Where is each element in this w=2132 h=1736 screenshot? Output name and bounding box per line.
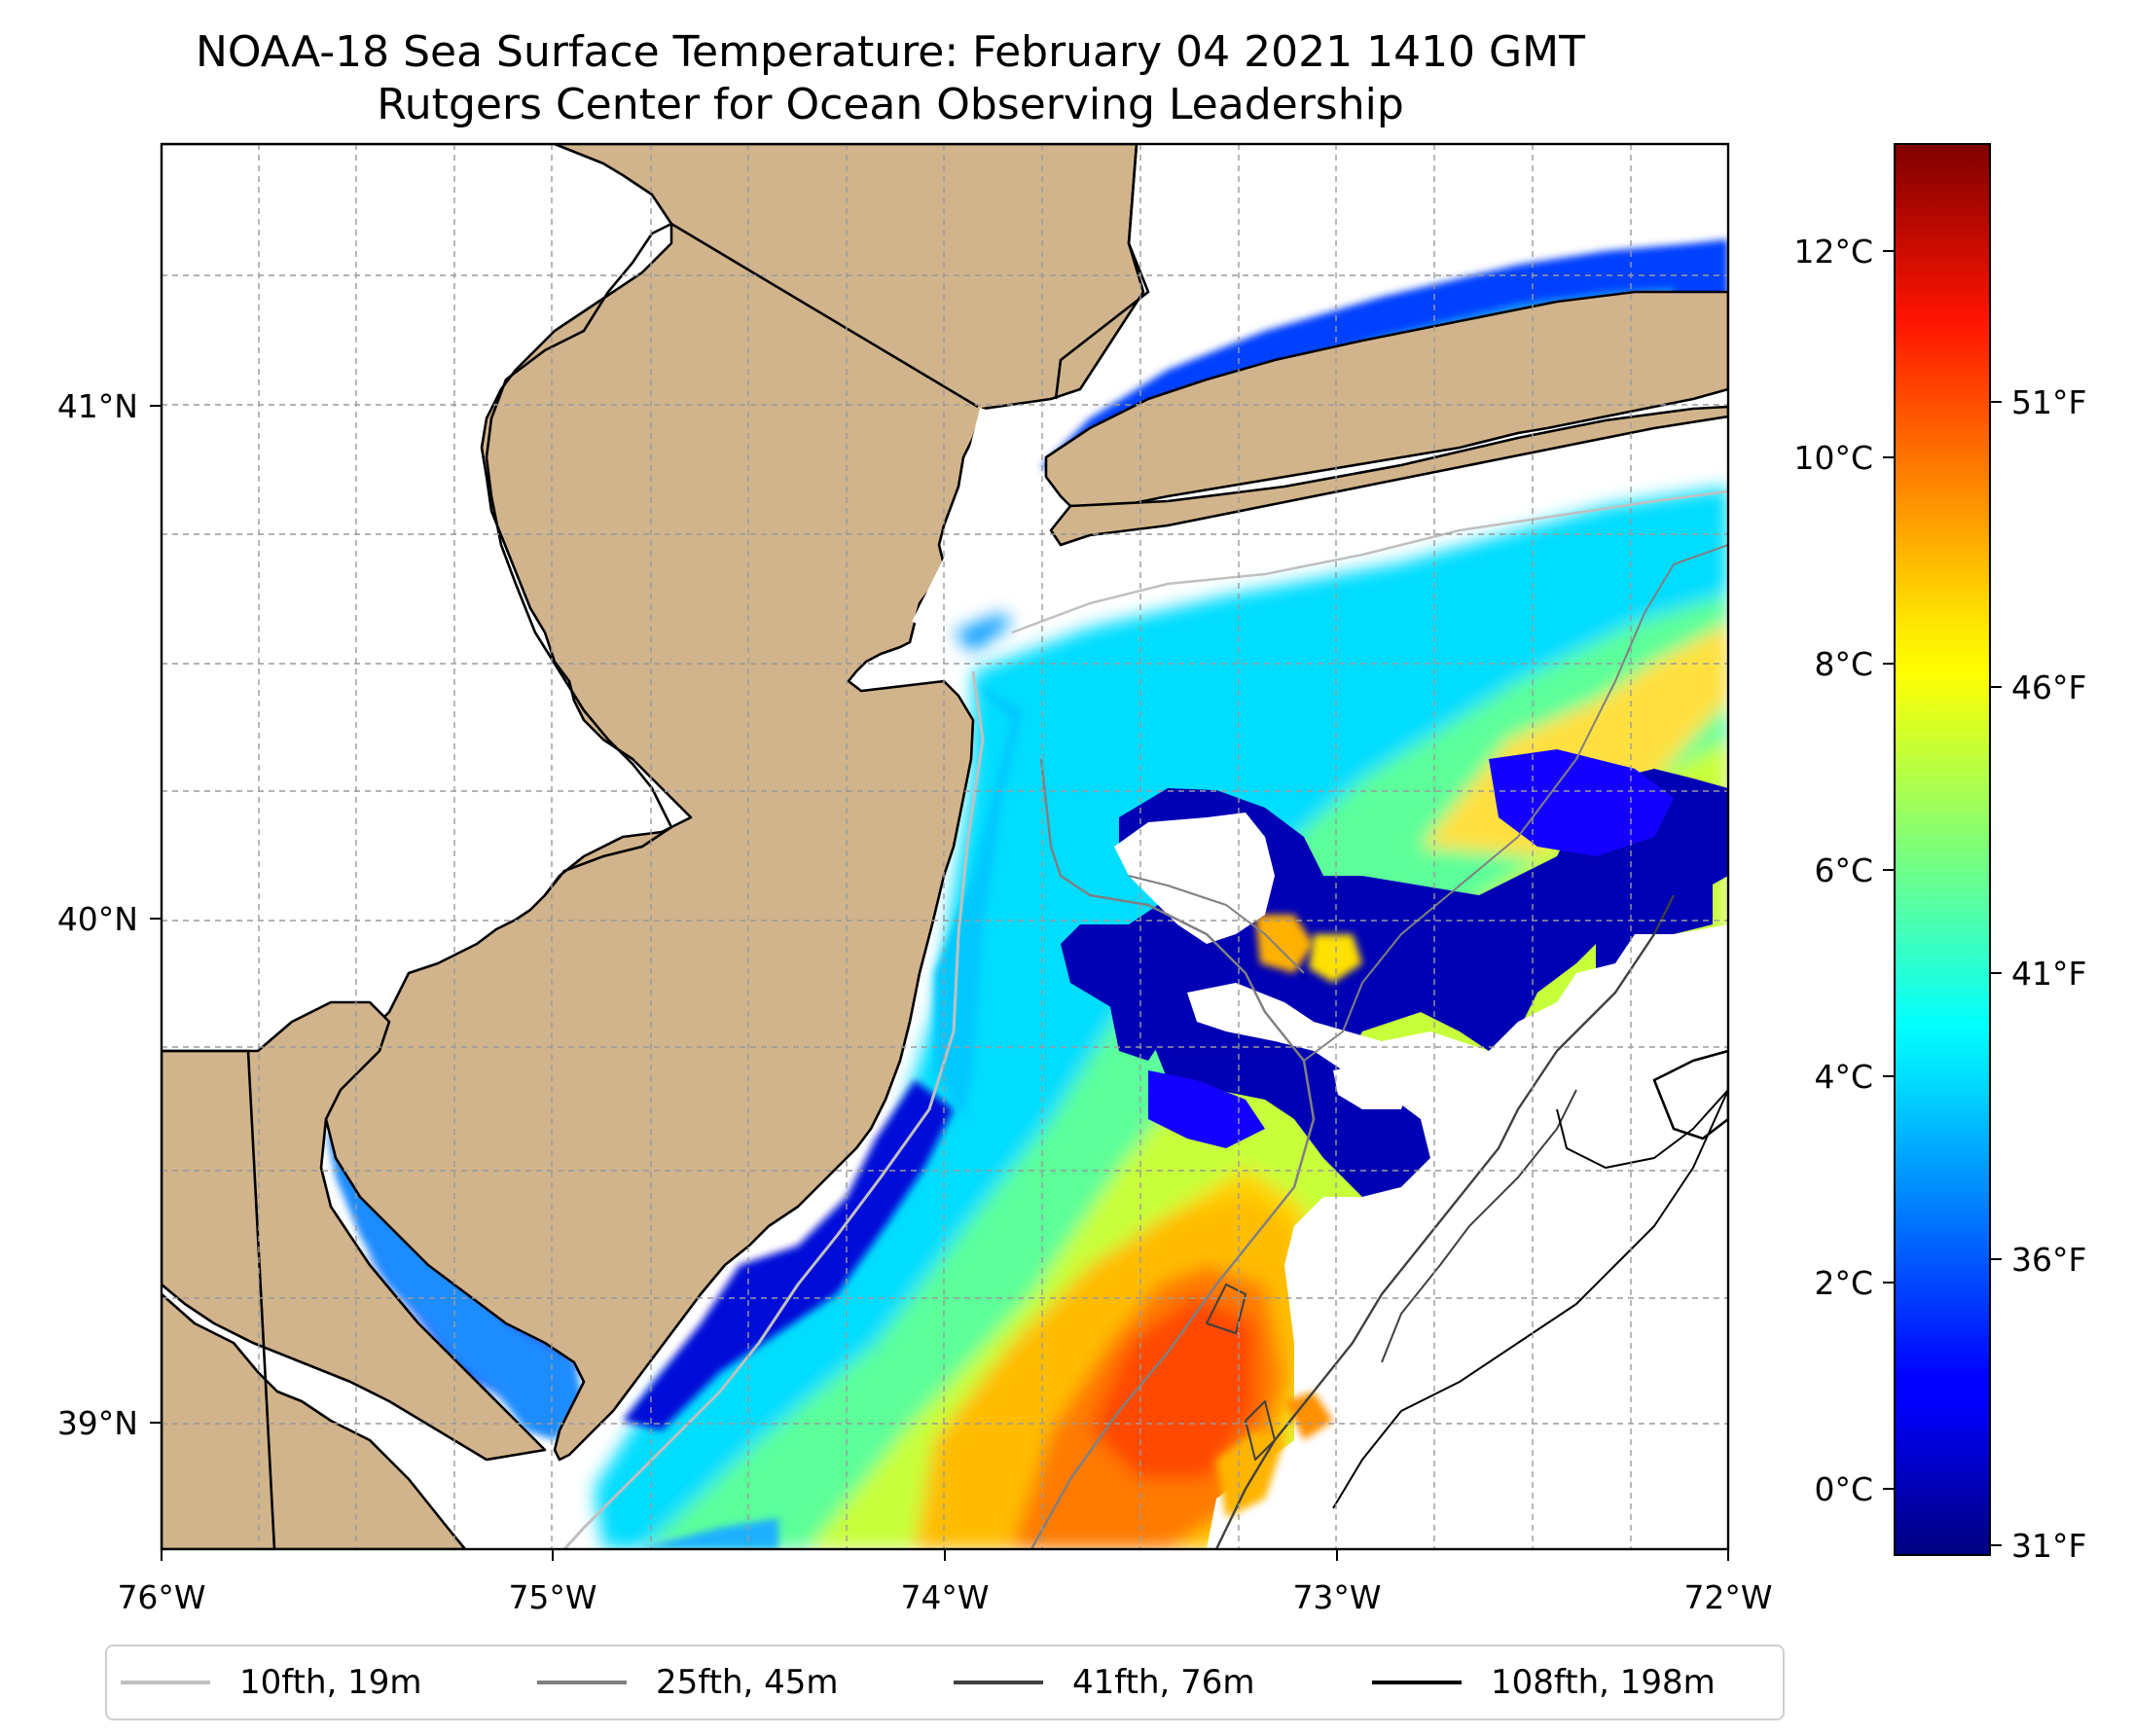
colorbar-f-label-41: 41°F (2011, 955, 2086, 993)
lat-label-39n: 39°N (57, 1404, 138, 1442)
lon-label-72w: 72°W (1683, 1578, 1772, 1616)
colorbar-frame (1894, 143, 1991, 1556)
lat-label-41n: 41°N (57, 387, 138, 425)
legend-swatch-10fth (121, 1681, 210, 1684)
isobath-legend: 10fth, 19m 25fth, 45m 41fth, 76m 108fth,… (105, 1645, 1785, 1720)
colorbar-c-label-2: 2°C (1814, 1264, 1873, 1302)
colorbar-c-label-10: 10°C (1793, 439, 1873, 477)
coastal-cold-band (623, 1080, 954, 1430)
land-masses (162, 144, 1728, 1549)
lon-label-76w: 76°W (117, 1578, 205, 1616)
colorbar-f-label-36: 36°F (2011, 1241, 2086, 1279)
legend-item-41fth: 41fth, 76m (954, 1646, 1255, 1718)
lon-label-75w: 75°W (508, 1578, 596, 1616)
figure-subtitle: Rutgers Center for Ocean Observing Leade… (377, 80, 1404, 129)
legend-label-108fth: 108fth, 198m (1491, 1663, 1716, 1702)
legend-label-25fth: 25fth, 45m (656, 1663, 839, 1702)
map-ticks (150, 405, 1729, 1561)
colorbar: 12°C 10°C 8°C 6°C 4°C 2°C 0°C 51°F 46°F … (1793, 143, 2086, 1565)
colorbar-c-label-8: 8°C (1814, 645, 1873, 683)
isobaths (562, 489, 1728, 1549)
legend-label-10fth: 10fth, 19m (239, 1663, 422, 1702)
lon-label-74w: 74°W (900, 1578, 989, 1616)
colorbar-c-label-6: 6°C (1814, 851, 1873, 889)
colorbar-c-label-0: 0°C (1814, 1470, 1873, 1508)
legend-swatch-25fth (537, 1681, 627, 1684)
colorbar-c-label-4: 4°C (1814, 1058, 1873, 1096)
legend-item-108fth: 108fth, 198m (1372, 1646, 1716, 1718)
legend-swatch-41fth (954, 1681, 1043, 1684)
gridlines (162, 144, 1728, 1549)
colorbar-gradient (1895, 144, 1990, 1555)
legend-item-25fth: 25fth, 45m (537, 1646, 839, 1718)
lat-label-40n: 40°N (57, 900, 138, 938)
colorbar-c-label-12: 12°C (1793, 233, 1873, 271)
map-area (162, 144, 1728, 1549)
legend-label-41fth: 41fth, 76m (1072, 1663, 1255, 1702)
legend-swatch-108fth (1372, 1681, 1462, 1684)
colorbar-f-label-51: 51°F (2011, 383, 2086, 421)
lon-label-73w: 73°W (1292, 1578, 1381, 1616)
state-borders (162, 144, 1150, 1549)
legend-item-10fth: 10fth, 19m (121, 1646, 422, 1718)
colorbar-f-label-31: 31°F (2011, 1527, 2086, 1565)
figure-title: NOAA-18 Sea Surface Temperature: Februar… (196, 27, 1585, 77)
colorbar-f-label-46: 46°F (2011, 669, 2086, 706)
